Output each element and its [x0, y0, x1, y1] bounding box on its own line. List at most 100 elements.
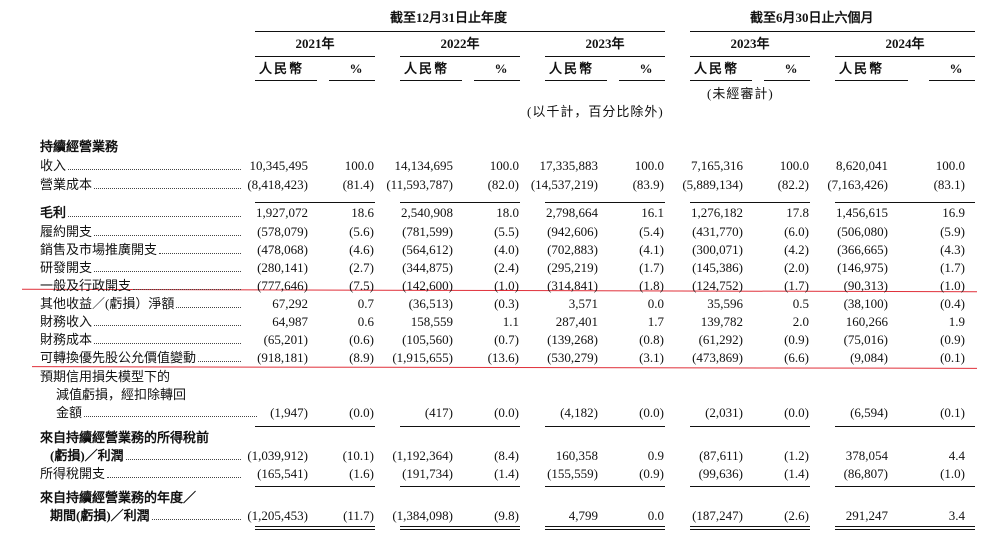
cell-value: 1.1: [502, 314, 519, 329]
cell-value: (0.8): [639, 332, 664, 347]
rule: [690, 526, 810, 527]
label-text: 收入: [40, 158, 67, 173]
cell-value: 0.0: [647, 296, 664, 311]
rule: [545, 56, 665, 57]
cell-value: 16.1: [641, 205, 664, 220]
row-label: 期間(虧損)／利潤: [50, 508, 245, 524]
cell-value: (8.4): [494, 448, 519, 463]
label-text: 一般及行政開支: [40, 278, 132, 293]
leader-dots: [68, 205, 241, 217]
rule: [835, 529, 975, 530]
cell-value: 3,571: [568, 296, 598, 311]
rule: [545, 529, 665, 530]
cell-value: (99,636): [698, 466, 743, 481]
cell-value: (0.3): [494, 296, 519, 311]
cell-value: (90,313): [843, 278, 888, 293]
row-label: 減值虧損，經扣除轉回: [56, 387, 186, 403]
cell-value: 4.4: [948, 448, 965, 463]
cell-value: 8,620,041: [836, 158, 888, 173]
cell-value: (142,600): [402, 278, 453, 293]
leader-dots: [94, 314, 241, 326]
cell-value: (280,141): [257, 260, 308, 275]
rule: [255, 486, 375, 487]
row-label: 履約開支: [40, 224, 245, 240]
highlight-line: [31, 366, 978, 369]
leader-dots: [94, 332, 241, 344]
label-text: 營業成本: [40, 177, 93, 192]
label-text: 可轉換優先股公允價值變動: [40, 350, 197, 365]
rule: [690, 529, 810, 530]
cell-value: (0.0): [494, 405, 519, 420]
cell-value: (87,611): [699, 448, 743, 463]
section-title: 持續經營業務: [40, 139, 119, 154]
rule: [690, 31, 975, 32]
row-label: 來自持續經營業務的年度／: [40, 490, 196, 506]
percent-header: %: [349, 61, 363, 76]
cell-value: (6.6): [784, 350, 809, 365]
rule: [255, 31, 665, 32]
rule: [400, 529, 520, 530]
cell-value: 0.5: [792, 296, 809, 311]
cell-value: 139,782: [700, 314, 743, 329]
cell-value: 2.0: [792, 314, 809, 329]
cell-value: 0.6: [357, 314, 374, 329]
row-label: (虧損)／利潤: [50, 448, 245, 464]
label-text: 來自持續經營業務的所得稅前: [40, 430, 210, 445]
label-text: 來自持續經營業務的年度／: [40, 490, 197, 505]
cell-value: 17.8: [786, 205, 809, 220]
cell-value: (83.9): [632, 177, 664, 192]
rule: [619, 80, 665, 81]
row-label: 毛利: [40, 205, 245, 221]
cell-value: (2.7): [349, 260, 374, 275]
cell-value: 1,276,182: [691, 205, 743, 220]
cell-value: 378,054: [845, 448, 888, 463]
percent-header: %: [639, 61, 653, 76]
cell-value: (1,205,453): [247, 508, 308, 523]
cell-value: (139,268): [547, 332, 598, 347]
label-text: 財務成本: [40, 332, 93, 347]
cell-value: (9,084): [850, 350, 888, 365]
cell-value: (11,593,787): [386, 177, 453, 192]
leader-dots: [159, 242, 241, 254]
rule: [400, 486, 520, 487]
cell-value: (38,100): [843, 296, 888, 311]
cell-value: (1.0): [940, 466, 965, 481]
cell-value: (6.0): [784, 224, 809, 239]
cell-value: 1.7: [647, 314, 664, 329]
cell-value: 100.0: [935, 158, 965, 173]
cell-value: (578,079): [257, 224, 308, 239]
rule: [545, 426, 665, 427]
cell-value: 287,401: [555, 314, 598, 329]
cell-value: (1.7): [784, 278, 809, 293]
row-label: 收入: [40, 158, 245, 174]
cell-value: (366,665): [837, 242, 888, 257]
cell-value: (75,016): [843, 332, 888, 347]
rule: [545, 526, 665, 527]
currency-header: 人民幣: [404, 61, 450, 76]
currency-header: 人民幣: [259, 61, 305, 76]
currency-header: 人民幣: [549, 61, 595, 76]
cell-value: (155,559): [547, 466, 598, 481]
cell-value: (4.1): [639, 242, 664, 257]
label-text: 預期信用損失模型下的: [40, 369, 171, 384]
cell-value: (417): [424, 405, 453, 420]
rule: [764, 80, 810, 81]
rule: [255, 202, 375, 203]
cell-value: (1.7): [940, 260, 965, 275]
rule: [835, 56, 975, 57]
row-label: 所得稅開支: [40, 466, 245, 482]
cell-value: (0.4): [940, 296, 965, 311]
leader-dots: [133, 278, 241, 290]
cell-value: (0.7): [494, 332, 519, 347]
cell-value: 10,345,495: [249, 158, 309, 173]
cell-value: (1,915,655): [392, 350, 453, 365]
currency-header: 人民幣: [839, 61, 885, 76]
row-label: 研發開支: [40, 260, 245, 276]
cell-value: (124,752): [692, 278, 743, 293]
cell-value: (1.0): [494, 278, 519, 293]
cell-value: (5,889,134): [682, 177, 743, 192]
cell-value: (8.9): [349, 350, 374, 365]
cell-value: (105,560): [402, 332, 453, 347]
cell-value: 2,798,664: [546, 205, 598, 220]
cell-value: (5.6): [349, 224, 374, 239]
